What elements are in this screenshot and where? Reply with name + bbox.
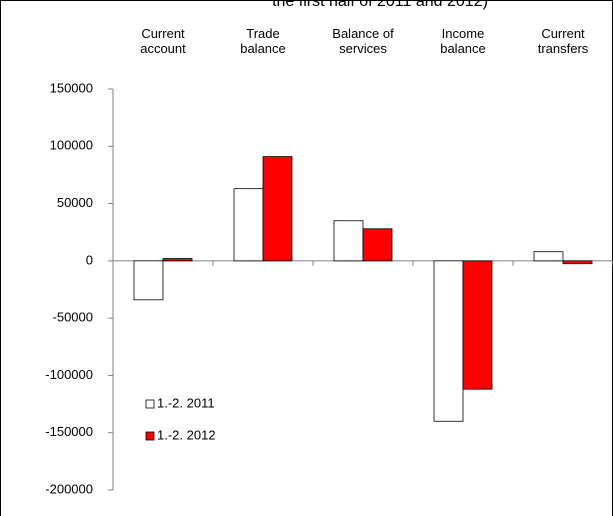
y-tick-label: 100000 xyxy=(50,138,93,153)
x-tick-label: Current transfers xyxy=(537,26,589,56)
legend-swatch xyxy=(145,431,155,441)
x-tick-label: Trade balance xyxy=(240,26,286,56)
x-tick-label: Current account xyxy=(140,26,186,56)
bar xyxy=(162,258,193,262)
bar xyxy=(562,260,593,265)
x-tick-label: Income balance xyxy=(440,26,486,56)
chart-title: the first half of 2011 and 2012) xyxy=(272,0,488,10)
bar xyxy=(362,228,393,262)
x-tick-label: Balance of services xyxy=(332,26,394,56)
bar xyxy=(433,260,464,422)
y-tick-label: -150000 xyxy=(45,424,93,439)
bar xyxy=(462,260,493,390)
y-tick-label: -50000 xyxy=(53,310,93,325)
y-tick-label: 150000 xyxy=(50,80,93,95)
y-tick-label: -100000 xyxy=(45,367,93,382)
legend-label: 1.-2. 2012 xyxy=(157,427,216,442)
y-tick-label: 50000 xyxy=(57,195,93,210)
bar xyxy=(133,260,164,301)
bar xyxy=(333,220,364,262)
bar xyxy=(533,251,564,262)
bar xyxy=(262,156,293,262)
legend-swatch xyxy=(145,399,155,409)
y-tick-label: -200000 xyxy=(45,481,93,496)
bar xyxy=(233,188,264,262)
y-tick-label: 0 xyxy=(86,252,93,267)
legend-label: 1.-2. 2011 xyxy=(157,395,215,410)
